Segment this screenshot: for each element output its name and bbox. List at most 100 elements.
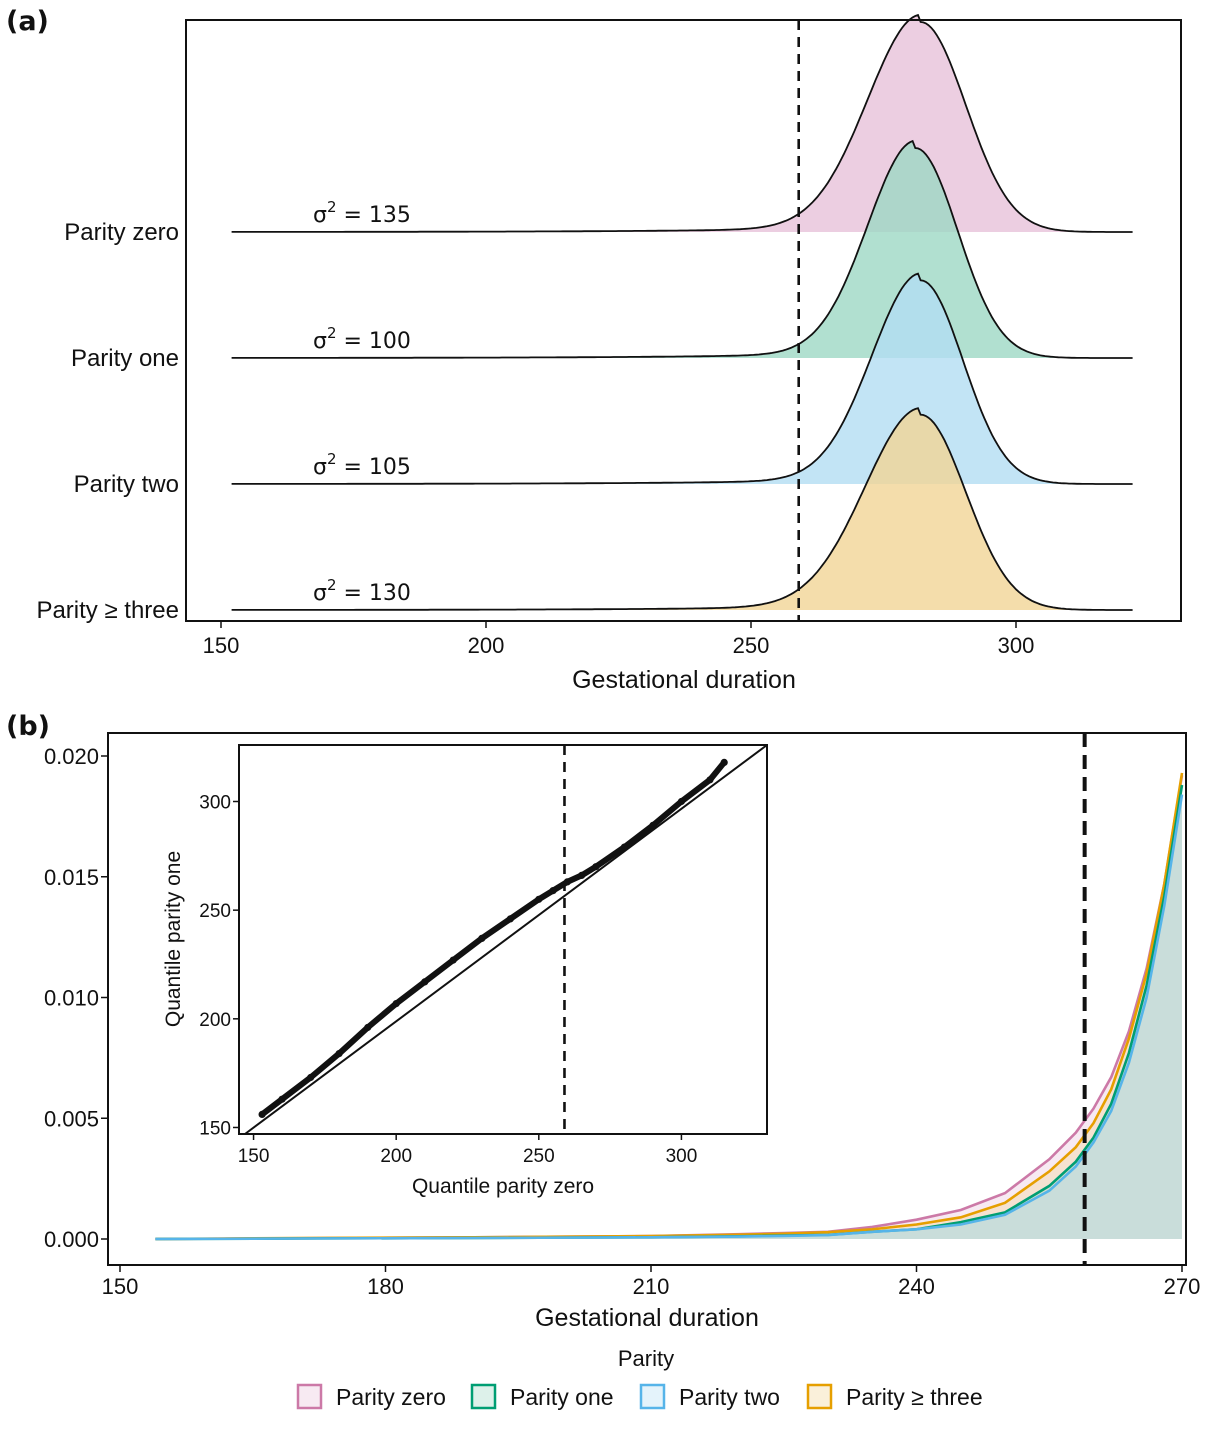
- legend-swatch-3: [639, 1383, 666, 1410]
- quantile-point: [592, 863, 600, 871]
- quantile-point: [578, 871, 586, 880]
- row-label-4: Parity ≥ three: [36, 597, 179, 624]
- quantile-point: [706, 776, 714, 784]
- quantile-point: [307, 1073, 315, 1082]
- quantile-point: [449, 956, 457, 964]
- inset-content: [244, 744, 768, 1135]
- ridge-area-3: [231, 273, 1133, 484]
- cumulative-area-1: [155, 775, 1182, 1239]
- cumulative-areas: [155, 772, 1184, 1241]
- ridges: [231, 13, 1133, 611]
- ridge-line-1: [231, 13, 1133, 233]
- row-label-1: Parity zero: [64, 219, 179, 246]
- inset-y-tick-label: 250: [199, 901, 231, 922]
- ridge-line-2: [231, 139, 1133, 359]
- x-axis-ticks-a: 150 200 250 300: [203, 621, 1035, 658]
- legend: Parity Parity zero Parity one Parity two Pa…: [296, 1346, 983, 1410]
- inset-x-ticks: 150 200 250 300: [238, 1134, 698, 1167]
- inset-x-title: Quantile parity zero: [412, 1175, 594, 1198]
- quantile-point: [649, 821, 657, 830]
- cumulative-area-4: [155, 772, 1182, 1239]
- quantile-point: [278, 1095, 286, 1103]
- legend-label-1: Parity zero: [336, 1384, 446, 1410]
- inset-y-tick-label: 300: [199, 793, 231, 814]
- row-label-3: Parity two: [74, 471, 179, 498]
- inset-y-tick-label: 200: [199, 1010, 231, 1031]
- y-tick-label-b: 0.000: [44, 1227, 99, 1252]
- quantile-point: [335, 1050, 343, 1058]
- quantile-point: [258, 1110, 266, 1118]
- quantile-point: [506, 915, 514, 923]
- ridge-area-4: [231, 408, 1133, 610]
- panel-a-label: (a): [6, 6, 49, 37]
- inset-qq-plot: 150 200 250 300 150 200 250 300 Quantile parit…: [162, 744, 768, 1198]
- x-tick-label-a: 300: [998, 633, 1035, 658]
- ridge-4: [231, 407, 1133, 611]
- quantile-point: [563, 878, 571, 886]
- quantile-point: [364, 1023, 372, 1032]
- quantile-point: [720, 758, 728, 767]
- x-tick-label-b: 240: [898, 1274, 935, 1299]
- inset-x-tick-label: 300: [666, 1146, 698, 1167]
- variance-annotations: σ2 = 135 σ2 = 100 σ2 = 105 σ2 = 130: [313, 198, 411, 606]
- y-tick-label-b: 0.010: [44, 986, 99, 1011]
- variance-annotation-3: σ2 = 105: [313, 450, 411, 480]
- inset-y-ticks: 150 200 250 300: [199, 793, 239, 1139]
- ridge-area-1: [231, 15, 1133, 232]
- quantile-point: [677, 797, 686, 806]
- x-tick-label-a: 250: [733, 633, 770, 658]
- x-tick-label-a: 150: [203, 633, 240, 658]
- y-tick-label-b: 0.020: [44, 744, 99, 769]
- x-tick-label-a: 200: [468, 633, 505, 658]
- legend-title: Parity: [618, 1346, 674, 1371]
- quantile-point: [421, 978, 429, 986]
- ridge-3: [231, 272, 1133, 485]
- quantile-point: [535, 895, 543, 903]
- inset-frame: [238, 744, 768, 1135]
- inset-y-tick-label: 150: [199, 1118, 231, 1139]
- variance-annotation-4: σ2 = 130: [313, 576, 411, 606]
- inset-x-tick-label: 150: [238, 1146, 270, 1167]
- panel-a-ridgeline-chart: σ2 = 135 σ2 = 100 σ2 = 105 σ2 = 130 Parity …: [36, 13, 1182, 694]
- x-tick-label-b: 150: [102, 1274, 139, 1299]
- legend-label-4: Parity ≥ three: [846, 1384, 983, 1410]
- ridge-2: [231, 139, 1133, 359]
- panel-b-label: (b): [6, 711, 50, 742]
- identity-line: [244, 744, 768, 1135]
- y-axis-ticks-b: 0.000 0.005 0.010 0.015 0.020: [44, 744, 108, 1252]
- row-label-2: Parity one: [71, 345, 179, 372]
- cumulative-line-3: [155, 794, 1184, 1241]
- legend-swatch-1: [296, 1383, 323, 1410]
- x-axis-title-b: Gestational duration: [535, 1304, 759, 1332]
- legend-label-2: Parity one: [510, 1384, 614, 1410]
- legend-items: Parity zero Parity one Parity two Parity ≥ …: [296, 1383, 983, 1410]
- x-axis-ticks-b: 150 180 210 240 270: [102, 1265, 1201, 1299]
- cumulative-series-3: [155, 794, 1184, 1241]
- inset-x-tick-label: 200: [380, 1146, 412, 1167]
- inset-x-tick-label: 250: [523, 1146, 555, 1167]
- x-axis-title-a: Gestational duration: [572, 666, 796, 694]
- x-tick-label-b: 210: [633, 1274, 670, 1299]
- quantile-trace: [259, 759, 728, 1118]
- legend-label-3: Parity two: [679, 1384, 780, 1410]
- quantile-point: [478, 934, 486, 943]
- legend-swatch-4: [806, 1383, 833, 1410]
- variance-annotation-2: σ2 = 100: [313, 324, 411, 354]
- panel-b-area-chart: 150 180 210 240 270 0.000 0.005 0.010 0.015 0.02…: [44, 732, 1201, 1332]
- inset-y-title: Quantile parity one: [162, 851, 185, 1027]
- variance-annotation-1: σ2 = 135: [313, 198, 411, 228]
- legend-swatch-2: [470, 1383, 497, 1410]
- y-tick-label-b: 0.005: [44, 1106, 99, 1131]
- cumulative-area-3: [155, 794, 1182, 1239]
- quantile-point: [549, 887, 557, 895]
- panel-a-frame: [185, 19, 1182, 622]
- ridge-line-3: [231, 272, 1133, 485]
- quantile-point: [392, 1000, 400, 1008]
- ridge-1: [231, 13, 1133, 233]
- panel-b-frame: [107, 732, 1187, 1266]
- row-labels: Parity zero Parity one Parity two Parity ≥ …: [36, 219, 179, 624]
- ridge-line-4: [231, 407, 1133, 611]
- x-tick-label-b: 180: [367, 1274, 404, 1299]
- x-tick-label-b: 270: [1164, 1274, 1201, 1299]
